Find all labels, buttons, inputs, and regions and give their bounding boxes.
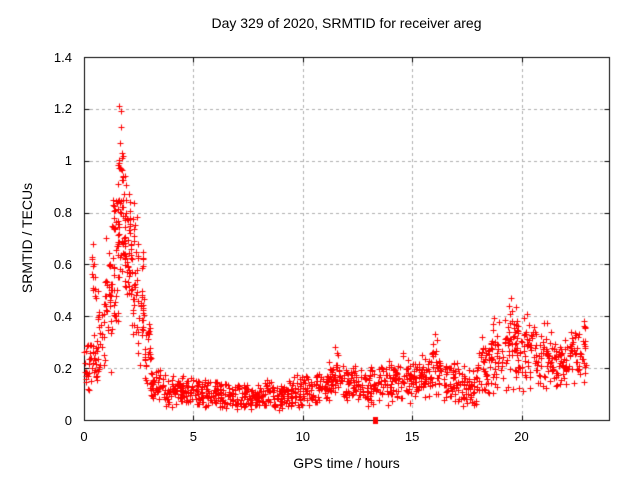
y-tick-label: 1 bbox=[64, 153, 72, 169]
x-tick-label: 15 bbox=[404, 429, 420, 444]
y-tick-label: 1.2 bbox=[53, 101, 72, 117]
y-tick-label: 0 bbox=[64, 412, 72, 428]
x-tick-label: 0 bbox=[80, 429, 88, 444]
y-tick-label: 0.8 bbox=[53, 205, 72, 221]
y-tick-label: 0.2 bbox=[53, 360, 72, 376]
y-tick-label: 0.4 bbox=[53, 308, 72, 324]
x-tick-label: 20 bbox=[514, 429, 529, 444]
y-tick-label: 0.6 bbox=[53, 256, 72, 272]
x-axis-label: GPS time / hours bbox=[293, 455, 400, 471]
chart-title: Day 329 of 2020, SRMTID for receiver are… bbox=[211, 15, 482, 31]
x-tick-label: 10 bbox=[295, 429, 310, 444]
y-axis-label: SRMTID / TECUs bbox=[19, 182, 35, 294]
y-tick-label: 1.4 bbox=[53, 49, 72, 65]
x-tick-label: 5 bbox=[189, 429, 197, 444]
